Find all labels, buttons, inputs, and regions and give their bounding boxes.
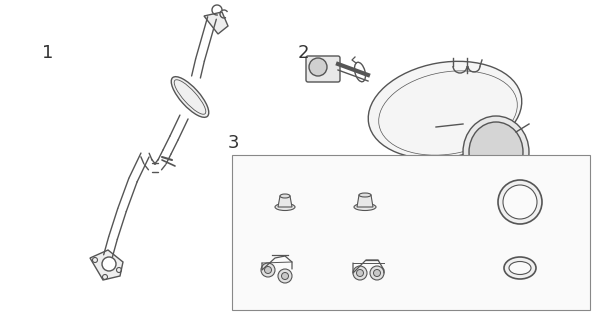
Circle shape [281, 273, 289, 279]
Circle shape [261, 263, 275, 277]
Ellipse shape [509, 261, 531, 275]
Ellipse shape [504, 257, 536, 279]
Text: 2: 2 [298, 44, 310, 62]
Ellipse shape [275, 204, 295, 211]
Polygon shape [204, 12, 228, 34]
Circle shape [356, 269, 364, 276]
Circle shape [498, 180, 542, 224]
Circle shape [373, 269, 380, 276]
Circle shape [102, 257, 116, 271]
Ellipse shape [354, 204, 376, 211]
Text: 3: 3 [228, 134, 239, 152]
Polygon shape [90, 250, 123, 280]
Ellipse shape [280, 194, 290, 198]
Ellipse shape [171, 77, 209, 117]
Ellipse shape [463, 116, 529, 188]
Circle shape [309, 58, 327, 76]
Circle shape [503, 185, 537, 219]
Ellipse shape [368, 61, 522, 159]
Text: 1: 1 [42, 44, 53, 62]
Bar [232, 155, 590, 310]
FancyBboxPatch shape [306, 56, 340, 82]
Circle shape [265, 267, 271, 274]
Polygon shape [278, 196, 292, 207]
Polygon shape [357, 195, 373, 207]
Circle shape [370, 266, 384, 280]
Circle shape [278, 269, 292, 283]
Ellipse shape [359, 193, 371, 197]
Ellipse shape [469, 122, 523, 182]
Circle shape [353, 266, 367, 280]
